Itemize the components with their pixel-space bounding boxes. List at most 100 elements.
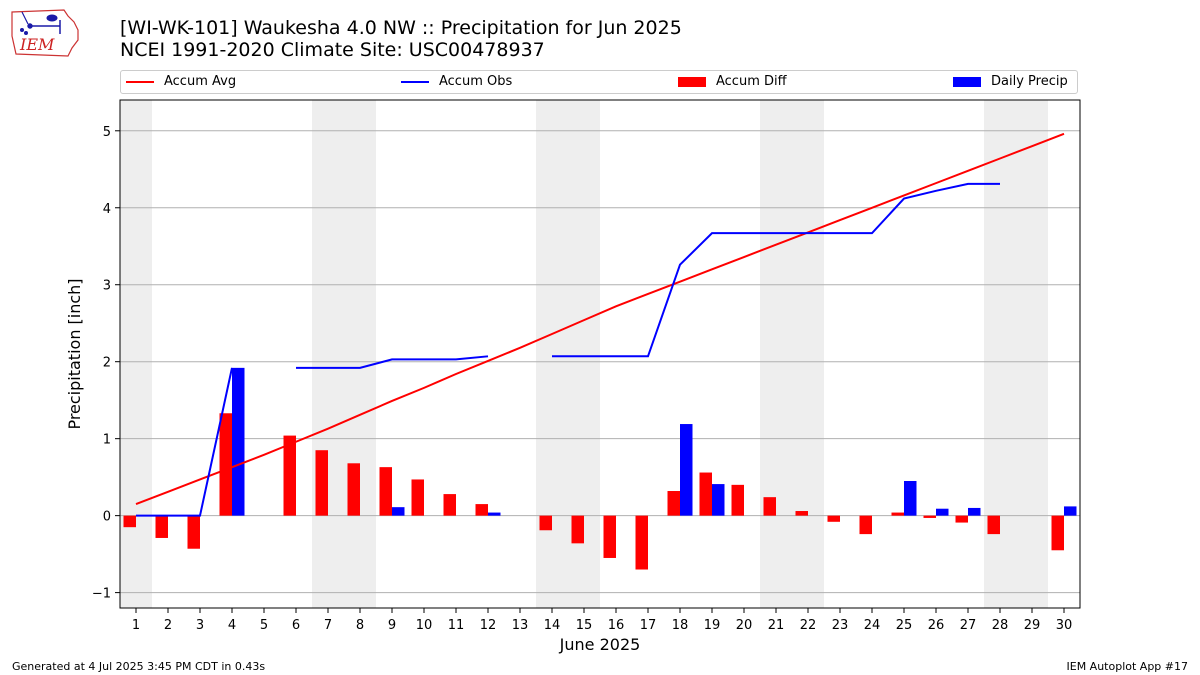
x-tick-label: 1 [132,618,140,633]
legend-label: Accum Diff [716,74,787,89]
legend-item-accum-diff: Accum Diff [678,74,787,89]
y-tick-label: 3 [103,279,111,294]
legend-label: Daily Precip [991,74,1068,89]
legend-swatch [678,76,706,87]
x-tick-label: 3 [196,618,204,633]
x-axis-label: June 2025 [559,635,641,654]
accum-diff-bar [571,515,584,544]
daily-precip-bar [392,507,405,516]
accum-diff-bar [827,515,840,522]
daily-precip-bar [488,512,501,516]
y-tick-label: 4 [103,202,111,217]
x-tick-label: 10 [416,618,433,633]
accum-diff-bar [859,515,872,535]
daily-precip-bar [904,481,917,516]
x-tick-label: 27 [960,618,977,633]
x-tick-label: 16 [608,618,625,633]
accum-diff-bar [923,515,936,518]
accum-avg-line [135,132,1065,506]
legend-label: Accum Obs [439,74,513,89]
accum-diff-bar [731,484,744,516]
x-tick-label: 7 [324,618,332,633]
x-tick-label: 12 [480,618,497,633]
y-tick-label: 5 [103,125,111,140]
x-tick-label: 19 [704,618,721,633]
y-tick-label: 1 [103,433,111,448]
accum-diff-bar [603,515,616,558]
x-tick-label: 15 [576,618,593,633]
chart-title: [WI-WK-101] Waukesha 4.0 NW :: Precipita… [120,17,682,39]
legend-item-accum-obs: Accum Obs [401,74,512,89]
accum-obs-line [552,182,1000,358]
accum-diff-bar [315,450,328,516]
x-tick-label: 26 [928,618,945,633]
legend-swatch [953,76,981,87]
weekend-band [344,100,376,608]
y-tick-label: −1 [92,587,111,602]
weekend-band [536,100,568,608]
legend: Accum Avg Accum Obs Accum Diff Daily Pre… [120,70,1078,94]
accum-diff-bar [795,511,808,516]
legend-label: Accum Avg [164,74,237,89]
daily-precip-bar [680,424,693,516]
accum-diff-bar [955,515,968,523]
y-axis-label: Precipitation [inch] [65,278,84,429]
accum-diff-bar [763,497,776,516]
x-tick-label: 28 [992,618,1009,633]
daily-precip-bar [968,507,981,516]
footer-generated: Generated at 4 Jul 2025 3:45 PM CDT in 0… [12,660,266,673]
x-tick-label: 21 [768,618,785,633]
x-tick-label: 24 [864,618,881,633]
footer-app-id: IEM Autoplot App #17 [1066,660,1189,673]
accum-diff-bar [891,512,904,516]
accum-diff-bar [187,515,200,549]
accum-diff-bar [1051,515,1064,551]
accum-obs-line [296,355,489,369]
accum-diff-bar [411,479,424,516]
legend-item-daily-precip: Daily Precip [953,74,1068,89]
legend-swatch [126,80,154,83]
x-tick-label: 6 [292,618,300,633]
x-tick-label: 30 [1056,618,1073,633]
x-tick-label: 2 [164,618,172,633]
x-tick-label: 11 [448,618,465,633]
accum-diff-bar [443,494,456,516]
weekend-band [792,100,824,608]
daily-precip-bar [1064,506,1077,516]
accum-diff-bar [635,515,648,570]
accum-obs-line [136,367,233,517]
legend-item-accum-avg: Accum Avg [126,74,236,89]
x-tick-label: 13 [512,618,529,633]
x-tick-label: 25 [896,618,913,633]
accum-diff-bar [347,463,360,516]
y-tick-label: 0 [103,510,111,525]
x-tick-label: 22 [800,618,817,633]
logo-text: IEM [19,35,55,54]
weekend-band [1016,100,1048,608]
accum-diff-bar [475,504,488,516]
accum-diff-bar [283,435,296,516]
daily-precip-bar [712,484,725,516]
chart-subtitle: NCEI 1991-2020 Climate Site: USC00478937 [120,39,545,61]
accum-diff-bar [539,515,552,531]
accum-diff-bar [987,515,1000,535]
iem-logo: IEM [11,9,79,57]
daily-precip-bar [936,508,949,516]
accum-diff-bar [155,515,168,538]
x-tick-label: 4 [228,618,236,633]
x-tick-label: 23 [832,618,849,633]
x-tick-label: 8 [356,618,364,633]
accum-diff-bar [699,472,712,516]
x-tick-label: 17 [640,618,657,633]
weekend-band [120,100,152,608]
x-tick-label: 5 [260,618,268,633]
accum-diff-bar [667,491,680,516]
x-tick-label: 9 [388,618,396,633]
x-tick-label: 29 [1024,618,1041,633]
daily-precip-bar [232,367,245,516]
weekend-band [312,100,344,608]
x-tick-label: 14 [544,618,561,633]
weather-station-icon [20,11,61,35]
y-tick-label: 2 [103,356,111,371]
